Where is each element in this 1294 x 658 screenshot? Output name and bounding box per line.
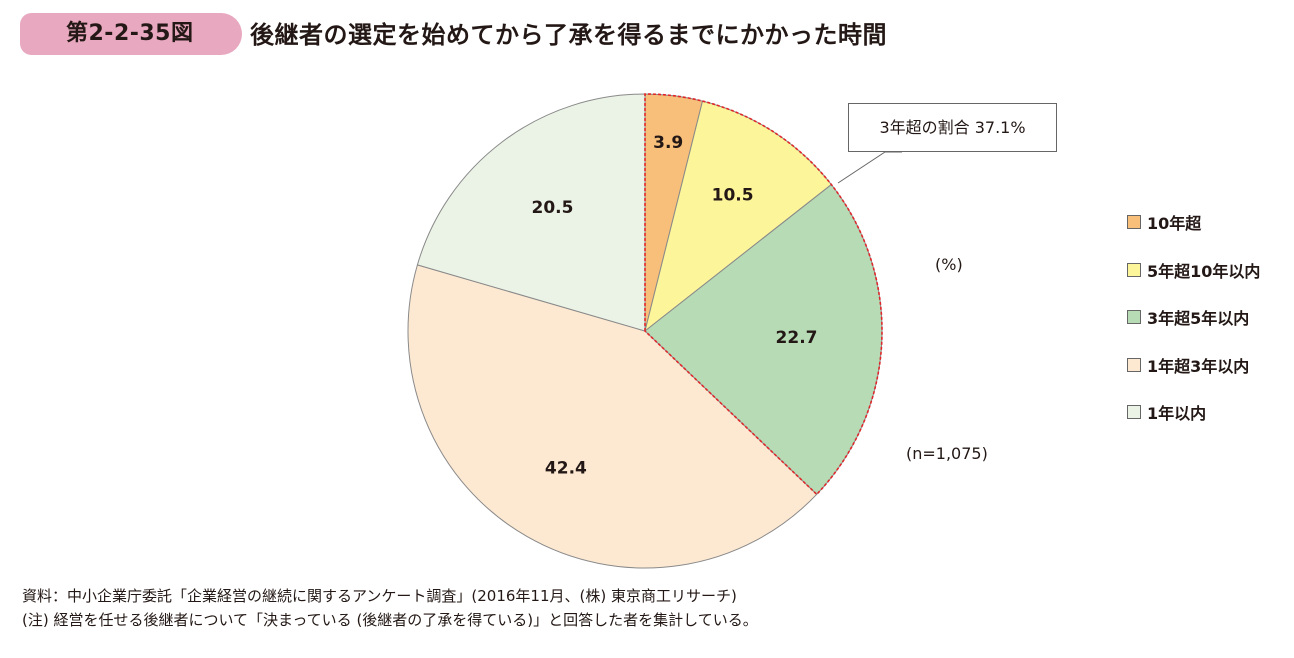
legend-item-3-to-5-years: 3年超5年以内 [1127, 306, 1260, 328]
slice-value-label: 22.7 [776, 328, 818, 348]
slice-value-label: 20.5 [532, 198, 574, 218]
legend-swatch [1127, 357, 1141, 372]
slice-value-label: 3.9 [653, 133, 683, 153]
legend-item-1-to-3-years: 1年超3年以内 [1127, 354, 1260, 376]
pie-slice [416, 93, 646, 332]
legend: 10年超 5年超10年以内 3年超5年以内 1年超3年以内 1年以内 [1127, 211, 1260, 449]
annotation-note: (注) 経営を任せる後継者について「決まっている (後継者の了承を得ている)」と… [22, 611, 758, 629]
callout-leader [837, 151, 902, 184]
legend-label: 3年超5年以内 [1147, 309, 1250, 328]
legend-item-over-10-years: 10年超 [1127, 211, 1260, 233]
notes: 資料：中小企業庁委託「企業経営の継続に関するアンケート調査」(2016年11月、… [22, 584, 758, 632]
legend-item-within-1-year: 1年以内 [1127, 401, 1260, 423]
legend-swatch [1127, 262, 1141, 277]
legend-swatch [1127, 405, 1141, 419]
slice-value-label: 42.4 [545, 459, 587, 479]
callout-box: 3年超の割合 37.1% [848, 103, 1057, 152]
legend-item-5-to-10-years: 5年超10年以内 [1127, 259, 1260, 281]
legend-swatch [1127, 310, 1141, 324]
source-note: 資料：中小企業庁委託「企業経営の継続に関するアンケート調査」(2016年11月、… [22, 587, 737, 605]
pie-slice [407, 264, 818, 569]
legend-label: 5年超10年以内 [1147, 261, 1261, 281]
sample-size-label: (n=1,075) [906, 444, 988, 463]
legend-swatch [1127, 215, 1141, 229]
highlight-outline [644, 93, 883, 496]
legend-label: 10年超 [1147, 214, 1202, 233]
legend-label: 1年超3年以内 [1147, 356, 1250, 376]
figure-label: 第2-2-35図 [20, 13, 242, 55]
slice-value-label: 10.5 [712, 186, 754, 206]
chart-title: 後継者の選定を始めてから了承を得るまでにかかった時間 [250, 21, 887, 49]
unit-label: (%) [935, 255, 963, 274]
legend-label: 1年以内 [1147, 404, 1207, 423]
